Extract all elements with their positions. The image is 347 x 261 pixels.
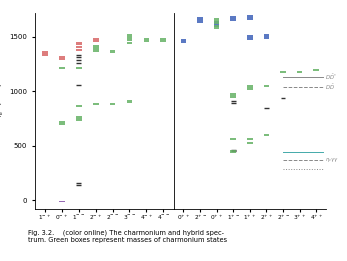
Bar <box>230 151 236 153</box>
Bar <box>160 38 166 42</box>
Bar <box>247 87 253 90</box>
Bar <box>230 93 236 95</box>
Bar <box>76 42 82 45</box>
Bar <box>230 150 236 151</box>
Y-axis label: $M - M_{\eta_c}$  (MeV): $M - M_{\eta_c}$ (MeV) <box>0 82 6 139</box>
Bar <box>76 46 82 48</box>
Bar <box>127 100 132 103</box>
Bar <box>42 51 48 56</box>
Bar <box>127 34 132 41</box>
Bar <box>181 39 186 43</box>
Bar <box>76 105 82 107</box>
Bar <box>197 17 203 23</box>
Bar <box>59 121 65 124</box>
Bar <box>247 138 253 140</box>
Bar <box>144 38 149 42</box>
Bar <box>76 67 82 68</box>
Bar <box>297 71 303 73</box>
Bar <box>247 35 253 40</box>
Text: Fig. 3.2.    (color online) The charmonium and hybrid spec-
trum. Green boxes re: Fig. 3.2. (color online) The charmonium … <box>28 230 227 243</box>
Bar <box>59 56 65 60</box>
Bar <box>230 138 236 140</box>
Bar <box>230 16 236 21</box>
Bar <box>264 134 269 136</box>
Bar <box>93 103 99 105</box>
Bar <box>247 141 253 144</box>
Bar <box>76 119 82 121</box>
Bar <box>280 71 286 73</box>
Bar <box>93 38 99 42</box>
Bar <box>247 85 253 87</box>
Bar <box>264 85 269 87</box>
Bar <box>59 201 65 202</box>
Bar <box>93 45 99 52</box>
Bar <box>110 50 116 53</box>
Text: $D\bar{D}^*$: $D\bar{D}^*$ <box>325 73 338 82</box>
Bar <box>59 67 65 69</box>
Bar <box>214 25 219 29</box>
Text: $D\bar{D}$: $D\bar{D}$ <box>325 82 335 92</box>
Bar <box>264 34 269 39</box>
Text: $\eta_{c}\gamma\gamma$: $\eta_{c}\gamma\gamma$ <box>325 156 339 164</box>
Bar <box>214 21 219 27</box>
Bar <box>110 103 116 105</box>
Bar <box>230 96 236 98</box>
Bar <box>127 42 132 44</box>
Bar <box>214 19 219 25</box>
Bar <box>247 15 253 20</box>
Bar <box>313 69 319 71</box>
Bar <box>76 116 82 118</box>
Bar <box>76 49 82 51</box>
